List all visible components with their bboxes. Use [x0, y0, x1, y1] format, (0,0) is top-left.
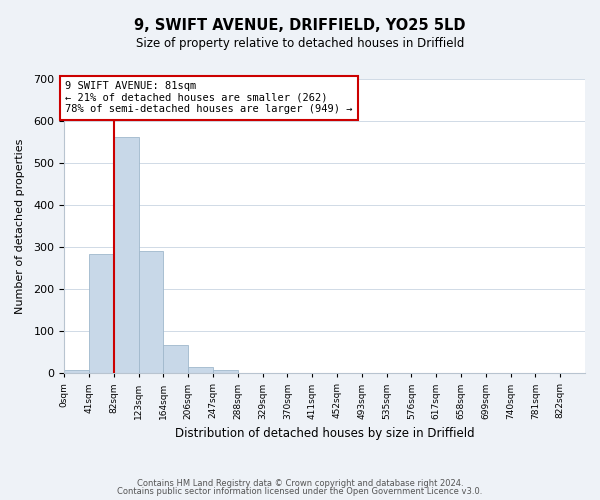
Text: Contains public sector information licensed under the Open Government Licence v3: Contains public sector information licen…: [118, 487, 482, 496]
Bar: [188, 368, 213, 374]
Text: 9 SWIFT AVENUE: 81sqm
← 21% of detached houses are smaller (262)
78% of semi-det: 9 SWIFT AVENUE: 81sqm ← 21% of detached …: [65, 81, 353, 114]
Bar: [163, 344, 188, 374]
Bar: [114, 137, 139, 374]
Text: Size of property relative to detached houses in Driffield: Size of property relative to detached ho…: [136, 38, 464, 51]
Bar: [139, 251, 163, 374]
Bar: [213, 370, 238, 374]
Bar: [89, 254, 114, 374]
Bar: [64, 370, 89, 374]
X-axis label: Distribution of detached houses by size in Driffield: Distribution of detached houses by size …: [175, 427, 475, 440]
Y-axis label: Number of detached properties: Number of detached properties: [15, 138, 25, 314]
Text: 9, SWIFT AVENUE, DRIFFIELD, YO25 5LD: 9, SWIFT AVENUE, DRIFFIELD, YO25 5LD: [134, 18, 466, 32]
Text: Contains HM Land Registry data © Crown copyright and database right 2024.: Contains HM Land Registry data © Crown c…: [137, 478, 463, 488]
